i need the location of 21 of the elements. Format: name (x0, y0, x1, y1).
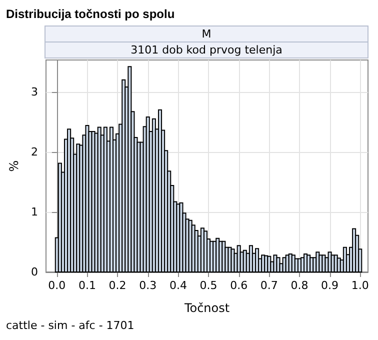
y-tick-label: 1 (31, 205, 38, 218)
y-tick-label: 2 (31, 145, 38, 158)
y-axis-title: % (7, 160, 21, 172)
x-tick-label: 0.3 (139, 279, 157, 292)
y-tick-label: 0 (31, 266, 38, 278)
text: 3101 dob kod prvog telenja (130, 44, 282, 56)
x-axis-title: Točnost (183, 301, 230, 315)
x-tick-label: 0.2 (108, 279, 126, 292)
x-tick-label: 0.4 (169, 279, 187, 292)
x-tick-label: 0.8 (290, 279, 308, 292)
chart-subtitle: M (202, 28, 212, 40)
x-tick-label: 0.9 (321, 279, 339, 292)
x-tick-label: 0.1 (78, 279, 96, 292)
x-tick-label: 0.6 (230, 279, 248, 292)
x-tick-label: 0.0 (48, 279, 66, 292)
x-tick-label: 0.7 (260, 279, 278, 292)
x-tick-label: 1.0 (351, 279, 369, 292)
text: cattle - sim - afc - 1701 (6, 319, 134, 332)
x-tick-label: 0.5 (200, 279, 218, 292)
chart-title: Distribucija točnosti po spolu (6, 7, 175, 21)
y-tick-label: 3 (31, 85, 38, 98)
